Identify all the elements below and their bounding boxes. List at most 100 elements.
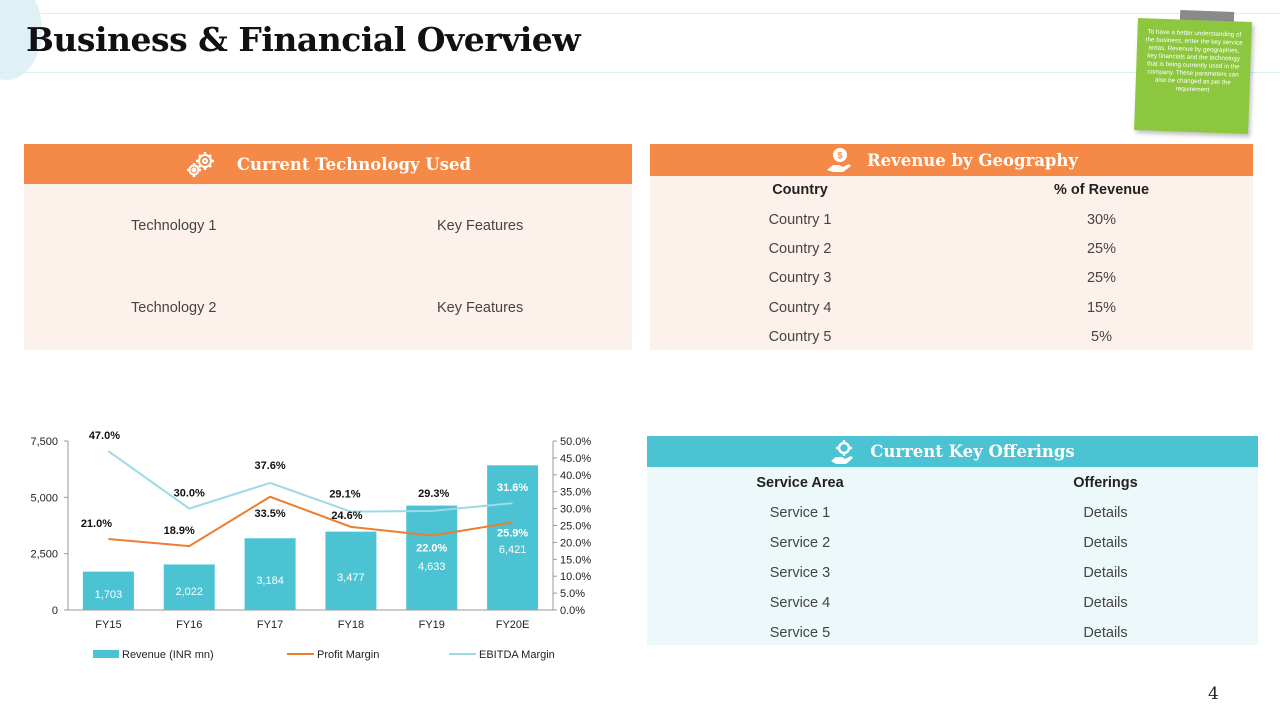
sticky-note-text: To have a better understanding of the bu… [1145,28,1243,94]
column-header-revenue: % of Revenue [1053,182,1150,198]
legend-profit-label: Profit Margin [317,649,379,661]
x-tick-label: FY19 [419,619,445,631]
revenue-bar [163,564,215,610]
left-tick-label: 7,500 [30,436,58,448]
revenue-bar-label: 4,633 [418,561,446,573]
legend-ebitda-label: EBITDA Margin [479,649,555,661]
right-tick-label: 25.0% [560,521,591,533]
tech-name: Technology 1 [131,218,217,234]
x-tick-label: FY17 [257,619,283,631]
revenue-bar [487,465,539,610]
x-tick-label: FY16 [176,619,202,631]
tech-name: Technology 2 [131,300,217,316]
country-cell: Country 2 [768,241,832,257]
geo-panel-title: Revenue by Geography [866,150,1079,170]
ebitda-margin-label: 47.0% [89,430,120,442]
right-tick-label: 20.0% [560,537,591,549]
right-tick-label: 30.0% [560,504,591,516]
country-cell: Country 5 [768,329,832,345]
revenue-pct-cell: 5% [1091,329,1112,345]
tech-panel-title: Current Technology Used [236,154,472,174]
revenue-pct-cell: 30% [1086,212,1117,228]
svg-text:$: $ [837,151,842,161]
left-tick-label: 5,000 [30,492,58,504]
table-row: Country 1 30% [650,212,1253,241]
table-row: Service 1 Details [647,505,1258,535]
offerings-panel-title: Current Key Offerings [870,442,1075,461]
country-cell: Country 4 [768,300,832,316]
revenue-bar [406,505,458,610]
left-tick-label: 0 [52,605,58,617]
ebitda-margin-label: 29.3% [418,488,449,500]
right-tick-label: 35.0% [560,487,591,499]
profit-margin-label: 24.6% [331,510,362,522]
x-tick-label: FY20E [496,619,530,631]
table-row: Country 3 25% [650,270,1253,300]
title-band [0,13,1280,73]
right-tick-label: 50.0% [560,436,591,448]
revenue-pct-cell: 25% [1086,241,1117,257]
table-row: Country 5 5% [650,329,1253,358]
ebitda-margin-label: 37.6% [254,460,285,472]
ebitda-margin-label: 31.6% [497,482,528,494]
revenue-bar [244,538,296,610]
service-cell: Service 1 [769,505,831,521]
tech-features: Key Features [437,218,524,234]
offering-cell: Details [1083,535,1128,551]
service-cell: Service 4 [769,595,831,611]
right-tick-label: 45.0% [560,453,591,465]
offering-cell: Details [1083,565,1128,581]
tech-panel-header: Current Technology Used [24,144,632,184]
legend-revenue-label: Revenue (INR mn) [122,649,214,661]
service-cell: Service 5 [769,625,831,641]
revenue-pct-cell: 25% [1086,270,1117,286]
table-header-row: Country % of Revenue [650,182,1253,212]
country-cell: Country 1 [768,212,832,228]
geo-table: Country % of Revenue Country 1 30% Count… [650,176,1253,350]
profit-margin-label: 21.0% [81,518,112,530]
tech-panel-body: Technology 1 Key Features Technology 2 K… [24,184,632,350]
table-row: Service 4 Details [647,595,1258,625]
gears-icon [186,152,214,177]
revenue-bar-label: 2,022 [175,586,203,598]
revenue-bar-label: 6,421 [499,544,527,556]
offering-cell: Details [1083,625,1128,641]
page-number: 4 [1208,684,1219,704]
revenue-bar-label: 3,184 [256,575,284,587]
geo-panel-header: $ Revenue by Geography [650,144,1253,176]
profit-margin-label: 18.9% [164,525,195,537]
x-tick-label: FY18 [338,619,364,631]
gear-hand-icon [831,439,854,464]
legend-revenue-swatch [93,650,119,658]
profit-margin-label: 22.0% [416,543,447,555]
table-row: Service 5 Details [647,625,1258,655]
revenue-bar [82,571,134,610]
profit-margin-line [108,495,513,548]
table-header-row: Service Area Offerings [647,475,1258,505]
financial-chart: 0 2,500 5,000 7,500 0.0% 5.0% 10.0% 15.0% 20.0% 2… [30,430,591,661]
ebitda-margin-label: 30.0% [174,488,205,500]
table-row: Service 2 Details [647,535,1258,565]
page-title: Business & Financial Overview [26,20,581,59]
profit-margin-label: 33.5% [254,508,285,520]
right-tick-label: 15.0% [560,554,591,566]
table-row: Service 3 Details [647,565,1258,595]
revenue-pct-cell: 15% [1086,300,1117,316]
profit-margin-label: 25.9% [497,527,528,539]
sticky-note: To have a better understanding of the bu… [1134,18,1252,134]
offering-cell: Details [1083,595,1128,611]
right-tick-label: 40.0% [560,470,591,482]
column-header-offerings: Offerings [1073,475,1138,491]
right-tick-label: 0.0% [560,605,585,617]
table-row: Country 4 15% [650,300,1253,329]
column-header-country: Country [772,182,828,198]
tech-features: Key Features [437,300,524,316]
revenue-bar [325,531,377,610]
ebitda-margin-label: 29.1% [329,489,360,501]
offerings-table: Service Area Offerings Service 1 Details… [647,467,1258,645]
x-tick-label: FY15 [95,619,121,631]
right-tick-label: 5.0% [560,588,585,600]
right-tick-label: 10.0% [560,571,591,583]
service-cell: Service 2 [769,535,831,551]
column-header-service-area: Service Area [756,475,844,491]
